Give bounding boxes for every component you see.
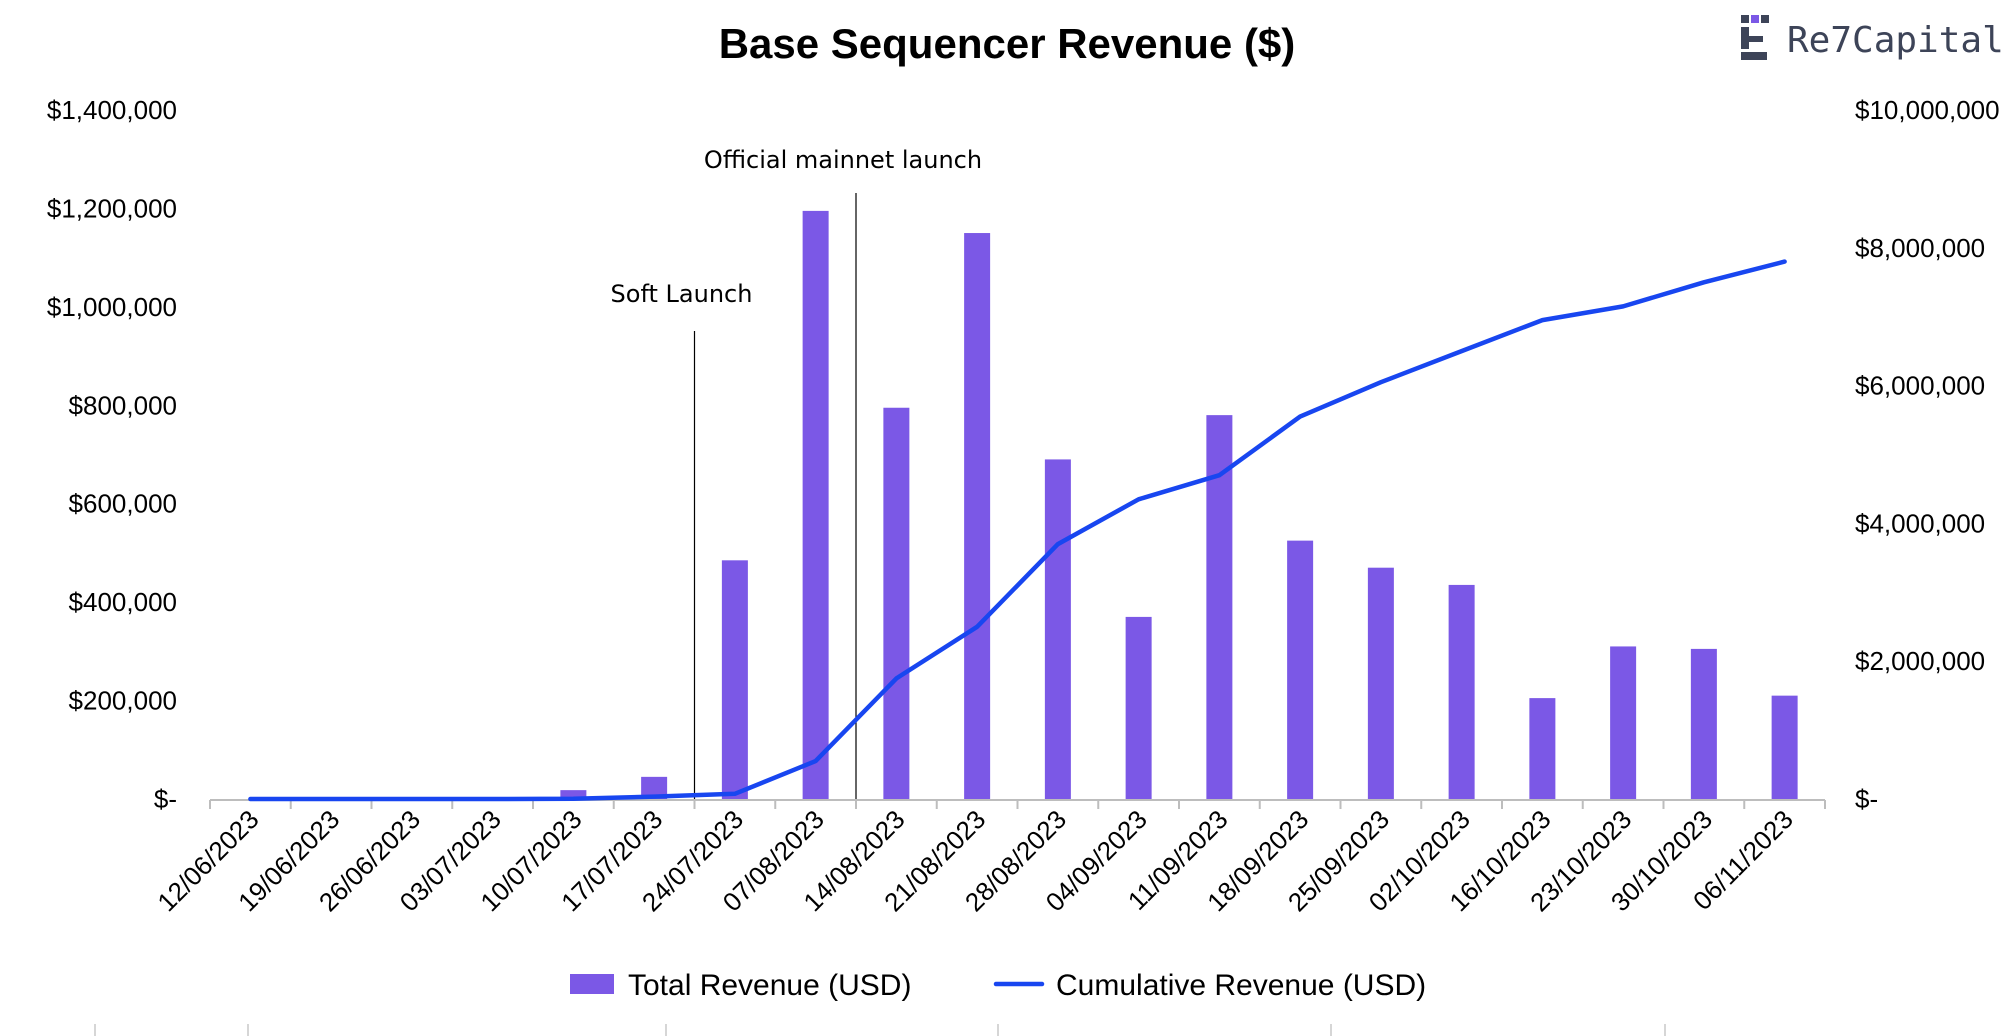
y-left-tick-label: $200,000: [69, 686, 177, 716]
y-left-tick-label: $1,200,000: [47, 193, 177, 223]
bar: [883, 407, 910, 799]
y-right-tick-label: $2,000,000: [1855, 646, 1985, 676]
bar: [560, 790, 587, 799]
bar: [1287, 540, 1314, 799]
brand-logo: Re7Capital: [1741, 15, 2004, 61]
y-left-tick-label: $-: [154, 784, 177, 814]
bar: [1771, 695, 1798, 799]
brand-name: Re7Capital: [1787, 20, 2004, 61]
bar: [1529, 698, 1556, 799]
bar: [1448, 584, 1475, 799]
y-right-tick-label: $10,000,000: [1855, 95, 2000, 125]
bar: [1690, 648, 1717, 799]
cumulative-revenue-line: [248, 259, 1787, 802]
bar: [1610, 646, 1637, 799]
y-right-tick-label: $6,000,000: [1855, 371, 1985, 401]
bar: [1367, 567, 1394, 799]
y-right-tick-label: $4,000,000: [1855, 508, 1985, 538]
bar: [1125, 616, 1152, 799]
bar: [1044, 459, 1071, 799]
bar: [721, 560, 748, 799]
y-left-tick-label: $600,000: [69, 489, 177, 519]
bar: [802, 210, 829, 799]
y-left-tick-label: $400,000: [69, 587, 177, 617]
annotation-label: Soft Launch: [611, 280, 753, 308]
bar: [964, 233, 991, 800]
legend-label-total: Total Revenue (USD): [628, 969, 911, 1002]
legend-swatch-bar: [570, 974, 614, 994]
chart-title: Base Sequencer Revenue ($): [719, 20, 1296, 67]
y-right-tick-label: $8,000,000: [1855, 233, 1985, 263]
y-left-tick-label: $1,000,000: [47, 292, 177, 322]
y-right-tick-label: $-: [1855, 784, 1878, 814]
legend-label-cumulative: Cumulative Revenue (USD): [1056, 969, 1426, 1002]
brand-logo-icon: [1741, 15, 1769, 60]
bar: [641, 776, 668, 799]
y-left-tick-label: $800,000: [69, 390, 177, 420]
annotation-label: Official mainnet launch: [704, 146, 982, 174]
y-left-tick-label: $1,400,000: [47, 95, 177, 125]
